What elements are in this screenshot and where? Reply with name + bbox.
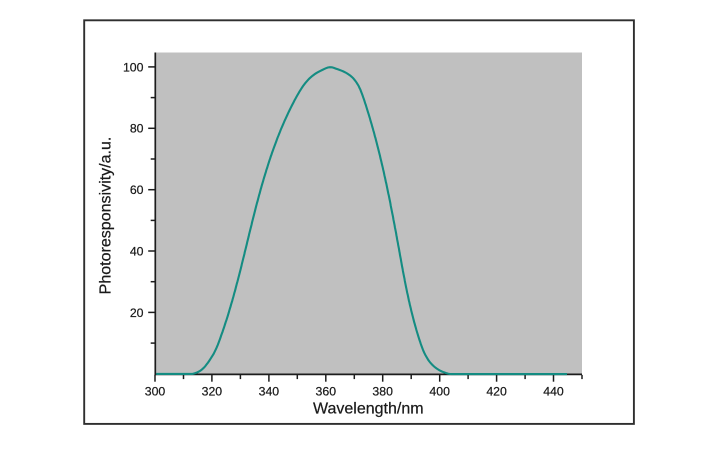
svg-text:420: 420 [486,385,507,399]
svg-text:100: 100 [123,60,144,74]
svg-text:80: 80 [130,122,144,136]
svg-text:400: 400 [429,385,450,399]
svg-text:340: 340 [259,385,280,399]
svg-text:20: 20 [130,306,144,320]
svg-text:Wavelength/nm: Wavelength/nm [313,401,424,418]
svg-text:380: 380 [372,385,393,399]
svg-text:60: 60 [130,183,144,197]
svg-text:360: 360 [316,385,337,399]
svg-text:300: 300 [145,385,166,399]
svg-text:40: 40 [130,244,144,258]
svg-text:440: 440 [543,385,564,399]
svg-text:Photoresponsivity/a.u.: Photoresponsivity/a.u. [96,137,114,295]
svg-text:320: 320 [202,385,223,399]
